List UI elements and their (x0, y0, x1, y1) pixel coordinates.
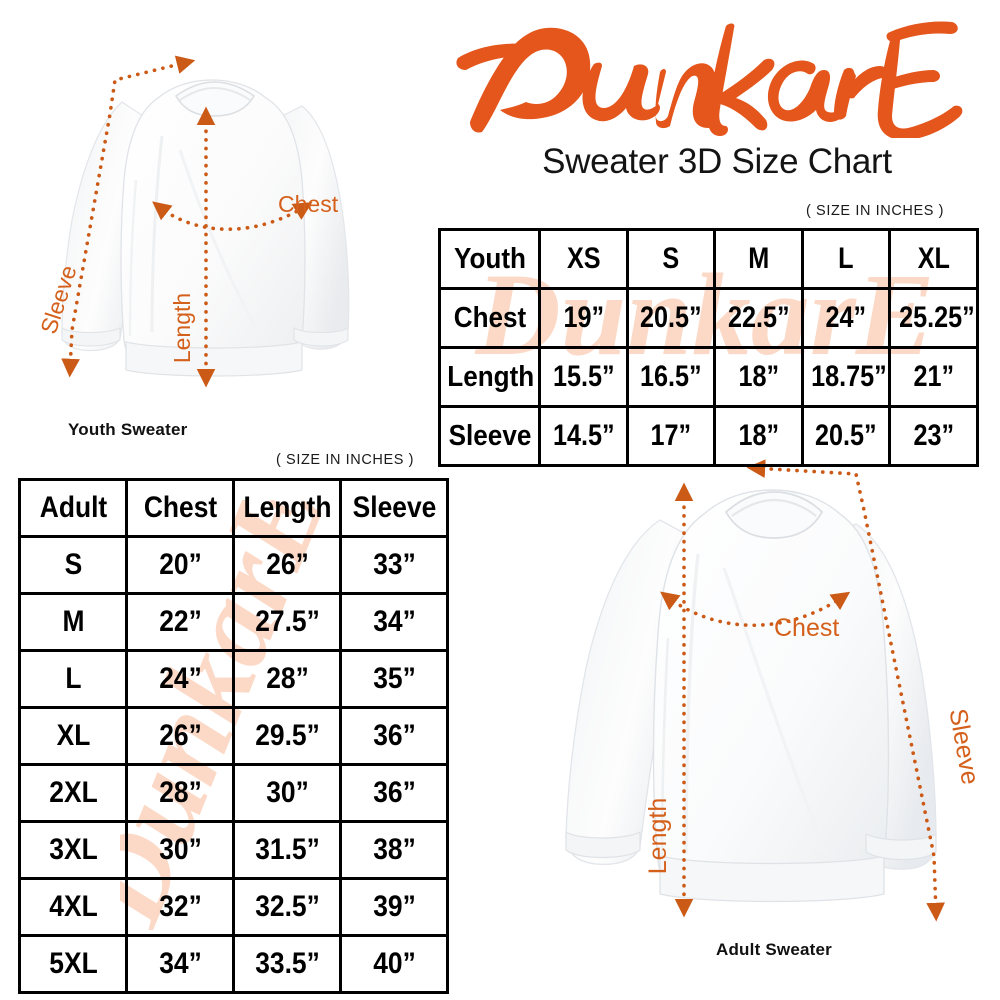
youth-chest-measure-line (152, 201, 313, 231)
adult-col-header: Adult (24, 478, 122, 538)
adult-col-header: Sleeve (345, 478, 443, 538)
table-cell: 32” (131, 877, 229, 937)
table-cell: 30” (131, 820, 229, 880)
adult-sweater-graphic (565, 489, 937, 903)
table-cell: 33” (345, 535, 443, 595)
table-cell: 29.5” (238, 706, 336, 766)
table-cell: 22.5” (720, 287, 797, 349)
youth-row-header: Sleeve (443, 405, 536, 467)
table-row: 4XL 32” 32.5” 39” (20, 877, 448, 937)
adult-chest-label: Chest (774, 614, 839, 642)
table-cell: 32.5” (238, 877, 336, 937)
table-row: Youth XS S M L XL (440, 228, 978, 290)
table-cell: 28” (238, 649, 336, 709)
table-cell: 21” (895, 346, 972, 408)
table-cell: 18.75” (808, 346, 887, 408)
youth-sleeve-measure-line (61, 55, 196, 378)
table-cell: 36” (345, 706, 443, 766)
youth-row-header: Chest (443, 287, 536, 349)
table-cell: 35” (345, 649, 443, 709)
youth-units-note: ( SIZE IN INCHES ) (806, 203, 945, 219)
table-cell: 36” (345, 763, 443, 823)
table-cell: 39” (345, 877, 443, 937)
adult-sleeve-label: Sleeve (943, 707, 984, 787)
table-cell: 26” (131, 706, 229, 766)
adult-col-header: Length (238, 478, 336, 538)
table-row: Adult Chest Length Sleeve (20, 478, 448, 538)
table-row: S 20” 26” 33” (20, 535, 448, 595)
table-cell: 26” (238, 535, 336, 595)
youth-length-label: Length (169, 293, 195, 363)
table-row: L 24” 28” 35” (20, 649, 448, 709)
table-cell: 27.5” (238, 592, 336, 652)
adult-units-note: ( SIZE IN INCHES ) (276, 452, 415, 468)
youth-col-header: L (808, 228, 885, 290)
youth-col-header: M (720, 228, 797, 290)
adult-size-table: Adult Chest Length Sleeve S 20” 26” 33” … (18, 478, 448, 994)
adult-sweater-caption: Adult Sweater (716, 940, 832, 959)
youth-size-table: Youth XS S M L XL Chest 19” 20.5” 22.5” … (438, 228, 978, 467)
table-cell: 20.5” (808, 405, 885, 467)
table-row: Chest 19” 20.5” 22.5” 24” 25.25” (440, 287, 978, 349)
youth-chest-label: Chest (278, 191, 339, 217)
table-cell: 15.5” (545, 346, 622, 408)
adult-row-header: XL (24, 706, 122, 766)
table-cell: 19” (545, 287, 622, 349)
adult-sweater-illustration: Chest Sleeve Length (556, 448, 1000, 948)
adult-row-header: 4XL (24, 877, 122, 937)
adult-row-header: 5XL (24, 934, 122, 994)
table-cell: 18” (720, 405, 797, 467)
table-cell: 38” (345, 820, 443, 880)
table-cell: 34” (131, 934, 229, 994)
table-row: 3XL 30” 31.5” 38” (20, 820, 448, 880)
youth-col-header: XL (895, 228, 972, 290)
adult-length-label: Length (644, 798, 672, 874)
adult-row-header: L (24, 649, 122, 709)
brand-logo (452, 18, 972, 138)
table-cell: 20.5” (632, 287, 709, 349)
table-cell: 34” (345, 592, 443, 652)
table-cell: 30” (238, 763, 336, 823)
table-cell: 24” (808, 287, 885, 349)
table-row: M 22” 27.5” 34” (20, 592, 448, 652)
table-cell: 23” (895, 405, 972, 467)
table-row: Sleeve 14.5” 17” 18” 20.5” 23” (440, 405, 978, 467)
youth-col-header: S (632, 228, 709, 290)
table-cell: 40” (345, 934, 443, 994)
youth-col-header: Youth (443, 228, 536, 290)
table-cell: 17” (632, 405, 709, 467)
table-cell: 16.5” (632, 346, 709, 408)
table-cell: 20” (131, 535, 229, 595)
table-cell: 18” (720, 346, 797, 408)
youth-row-header: Length (443, 346, 536, 408)
adult-row-header: S (24, 535, 122, 595)
adult-sleeve-measure-line (746, 459, 945, 922)
table-row: 5XL 34” 33.5” 40” (20, 934, 448, 994)
table-cell: 25.25” (895, 287, 975, 349)
adult-col-header: Chest (131, 478, 229, 538)
page-title: Sweater 3D Size Chart (542, 142, 892, 181)
adult-chest-measure-line (660, 591, 851, 627)
table-row: XL 26” 29.5” 36” (20, 706, 448, 766)
table-cell: 24” (131, 649, 229, 709)
table-cell: 33.5” (238, 934, 336, 994)
table-cell: 14.5” (545, 405, 622, 467)
adult-row-header: M (24, 592, 122, 652)
table-row: 2XL 28” 30” 36” (20, 763, 448, 823)
youth-sweater-caption: Youth Sweater (68, 420, 188, 439)
youth-sweater-illustration: Chest Sleeve Length (10, 40, 430, 410)
table-row: Length 15.5” 16.5” 18” 18.75” 21” (440, 346, 978, 408)
table-cell: 22” (131, 592, 229, 652)
adult-row-header: 3XL (24, 820, 122, 880)
youth-col-header: XS (545, 228, 622, 290)
adult-row-header: 2XL (24, 763, 122, 823)
table-cell: 31.5” (238, 820, 336, 880)
table-cell: 28” (131, 763, 229, 823)
